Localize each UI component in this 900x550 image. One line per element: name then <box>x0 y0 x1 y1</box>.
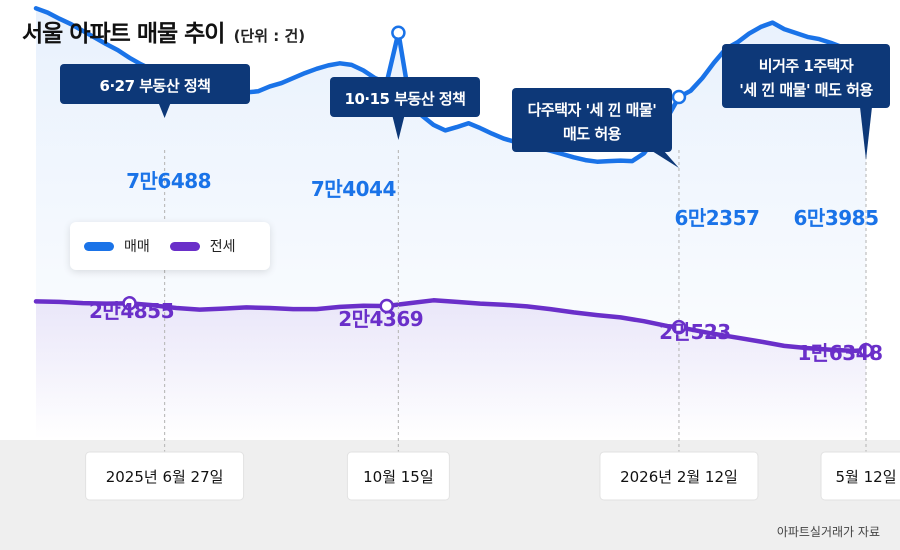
callout: 6·27 부동산 정책 <box>60 64 250 118</box>
legend-label-sale: 매매 <box>124 239 150 255</box>
chart-title: 서울 아파트 매물 추이 <box>22 21 225 47</box>
callout-box <box>512 88 672 152</box>
callout-pointer <box>652 151 679 168</box>
callout-text: 10·15 부동산 정책 <box>345 90 466 108</box>
point-label-sale: 6만2357 <box>674 206 759 230</box>
date-pill: 5월 12일 <box>820 451 900 501</box>
point-label-jeonse: 2만4369 <box>338 307 423 331</box>
date-label: 2025년 6월 27일 <box>106 468 224 486</box>
point-label-jeonse: 2만4855 <box>89 299 174 323</box>
point-label-sale: 7만6488 <box>126 169 211 193</box>
date-pill-box <box>599 451 759 501</box>
date-label: 10월 15일 <box>363 468 434 486</box>
callout: 다주택자 '세 낀 매물' 매도 허용 <box>512 88 679 168</box>
callout-text: '세 낀 매물' 매도 허용 <box>739 81 873 99</box>
callout-box <box>722 44 890 108</box>
marker-sale <box>391 25 406 41</box>
date-pill: 2025년 6월 27일 <box>85 451 245 501</box>
legend: 매매 전세 <box>70 222 270 270</box>
legend-swatch-jeonse <box>169 241 200 251</box>
callout-box <box>60 64 250 104</box>
legend-swatch-sale <box>84 241 114 251</box>
date-label: 5월 12일 <box>836 468 897 486</box>
source-note: 아파트실거래가 자료 <box>776 525 880 539</box>
callout-text: 6·27 부동산 정책 <box>100 77 211 95</box>
date-pill-box <box>346 451 450 501</box>
date-pill: 10월 15일 <box>346 451 450 501</box>
date-pill-box <box>85 451 245 501</box>
point-label-jeonse: 1만6348 <box>798 341 883 365</box>
chart-header: 서울 아파트 매물 추이 (단위 : 건) <box>22 14 305 48</box>
marker-jeonse <box>379 298 394 314</box>
callout: 비거주 1주택자 '세 낀 매물' 매도 허용 <box>722 44 890 160</box>
point-label-sale: 6만3985 <box>794 206 879 230</box>
legend-label-jeonse: 전세 <box>209 239 236 255</box>
legend-item-jeonse: 전세 <box>169 236 236 256</box>
callout-box <box>330 77 480 117</box>
date-label: 2026년 2월 12일 <box>620 468 738 486</box>
callout-pointer <box>158 103 171 118</box>
marker-jeonse <box>858 342 874 358</box>
marker-jeonse <box>671 319 687 335</box>
callout-pointer <box>860 107 872 160</box>
callout-text: 비거주 1주택자 <box>759 57 854 75</box>
legend-item-sale: 매매 <box>84 236 150 256</box>
chart-unit: (단위 : 건) <box>233 27 306 45</box>
marker-jeonse <box>122 296 137 311</box>
date-pill-box <box>820 451 900 501</box>
callout-text: 매도 허용 <box>563 125 622 143</box>
area-jeonse <box>36 300 866 440</box>
point-label-jeonse: 2만523 <box>659 320 731 344</box>
marker-sale <box>671 89 687 105</box>
callout-pointer <box>392 116 405 140</box>
line-jeonse <box>33 298 869 354</box>
callout-text: 다주택자 '세 낀 매물' <box>528 101 657 119</box>
callout: 10·15 부동산 정책 <box>330 77 480 140</box>
point-label-sale: 7만4044 <box>311 177 396 201</box>
date-pill: 2026년 2월 12일 <box>599 451 759 501</box>
